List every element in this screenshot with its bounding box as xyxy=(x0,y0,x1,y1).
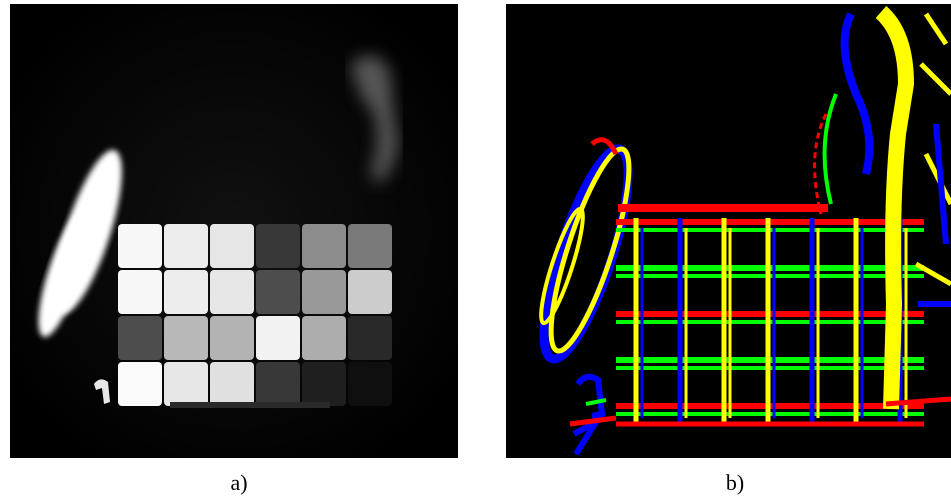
edge-grid xyxy=(616,218,924,427)
grid-cell xyxy=(164,224,208,268)
grid-cell xyxy=(302,316,346,360)
grid-cell xyxy=(348,270,392,314)
caption-a: a) xyxy=(230,470,248,495)
edge-map-image xyxy=(506,4,951,458)
hook-edge-green xyxy=(585,398,607,406)
texture-edges-b xyxy=(918,123,951,307)
grid-cell xyxy=(118,224,162,268)
grid-cell xyxy=(210,362,254,406)
grid-cell xyxy=(302,362,346,406)
grid-cell xyxy=(348,316,392,360)
calibration-grid xyxy=(118,224,392,406)
grid-cell xyxy=(256,316,300,360)
figure-edge-blue xyxy=(840,12,874,175)
grid-cell xyxy=(256,224,300,268)
figure-edge-green xyxy=(822,93,838,205)
bottom-right-edge xyxy=(885,396,951,407)
grid-cell xyxy=(118,362,162,406)
grid-cell xyxy=(210,224,254,268)
grid-cell xyxy=(348,224,392,268)
grid-cell xyxy=(302,224,346,268)
grid-cell xyxy=(118,316,162,360)
top-edge-line xyxy=(618,204,828,212)
hook-object xyxy=(94,379,110,404)
image-panel-b xyxy=(506,4,951,458)
grid-baseline xyxy=(170,402,330,408)
ring-inner xyxy=(38,211,90,337)
hook-edge xyxy=(575,373,606,419)
texture-edges-a xyxy=(914,12,951,287)
grid-cell xyxy=(164,316,208,360)
hook-edge-red xyxy=(569,415,617,427)
ring-top-edge xyxy=(590,137,619,156)
caption-b: b) xyxy=(725,470,745,495)
image-panel-a xyxy=(10,4,458,458)
background-figure xyxy=(350,56,398,184)
grayscale-image xyxy=(10,4,458,458)
grid-cell xyxy=(164,362,208,406)
grid-cell xyxy=(164,270,208,314)
grid-cell xyxy=(302,270,346,314)
grid-cell xyxy=(348,362,392,406)
grid-cell xyxy=(256,362,300,406)
ring-edge-yellow xyxy=(548,146,632,354)
grid-cell xyxy=(210,316,254,360)
grid-cell xyxy=(118,270,162,314)
grid-cell xyxy=(210,270,254,314)
grid-cell xyxy=(256,270,300,314)
ring-inner-edge xyxy=(539,206,585,326)
figure-edge-yellow xyxy=(875,5,915,410)
